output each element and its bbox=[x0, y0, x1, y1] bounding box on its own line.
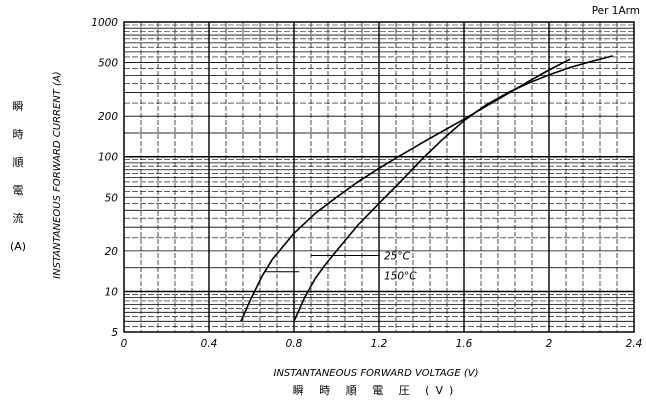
y-axis-title-jp-char: 電 bbox=[13, 184, 24, 197]
x-tick-label: 1.2 bbox=[371, 338, 388, 350]
series-label-150c: 150°C bbox=[384, 270, 417, 282]
x-tick-label: 0.8 bbox=[286, 338, 303, 350]
y-axis-title-jp-char: 順 bbox=[13, 156, 24, 169]
y-axis-title-jp-char: 時 bbox=[13, 128, 24, 141]
y-tick-label: 50 bbox=[105, 192, 119, 204]
y-tick-label: 200 bbox=[98, 111, 118, 123]
y-axis-title-jp-char: 流 bbox=[13, 211, 24, 225]
x-tick-label: 0 bbox=[121, 338, 128, 350]
plot-frame bbox=[123, 21, 635, 333]
series-label-25c: 25°C bbox=[384, 250, 411, 262]
x-axis-title: INSTANTANEOUS FORWARD VOLTAGE (V) bbox=[274, 368, 479, 379]
x-tick-label: 2 bbox=[546, 338, 553, 350]
per-arm-note: Per 1Arm bbox=[592, 5, 640, 17]
y-tick-label: 1000 bbox=[91, 17, 118, 29]
curve-labels: 25°C 150°C bbox=[264, 250, 417, 282]
x-tick-label: 0.4 bbox=[201, 338, 218, 350]
x-tick-label: 2.4 bbox=[626, 338, 643, 350]
y-tick-label: 100 bbox=[98, 152, 118, 164]
y-tick-label: 500 bbox=[98, 58, 118, 70]
y-axis-title-jp-char: (A) bbox=[10, 240, 26, 253]
grid bbox=[124, 22, 634, 332]
y-axis-title: INSTANTANEOUS FORWARD CURRENT (A) bbox=[52, 71, 63, 278]
y-tick-label: 20 bbox=[105, 246, 119, 258]
y-axis-title-jp-char: 瞬 bbox=[13, 100, 24, 113]
y-tick-label: 10 bbox=[105, 286, 119, 298]
y-tick-label: 5 bbox=[111, 327, 118, 339]
x-tick-label: 1.6 bbox=[456, 338, 473, 350]
series-line-150c bbox=[293, 55, 614, 322]
series-layer bbox=[240, 55, 614, 322]
x-axis-title-jp: 瞬 時 順 電 圧 (V) bbox=[293, 384, 460, 397]
tick-labels: 0 0.4 0.8 1.2 1.6 2 2.4 5 10 20 50 100 200 500 1000 bbox=[91, 17, 642, 350]
